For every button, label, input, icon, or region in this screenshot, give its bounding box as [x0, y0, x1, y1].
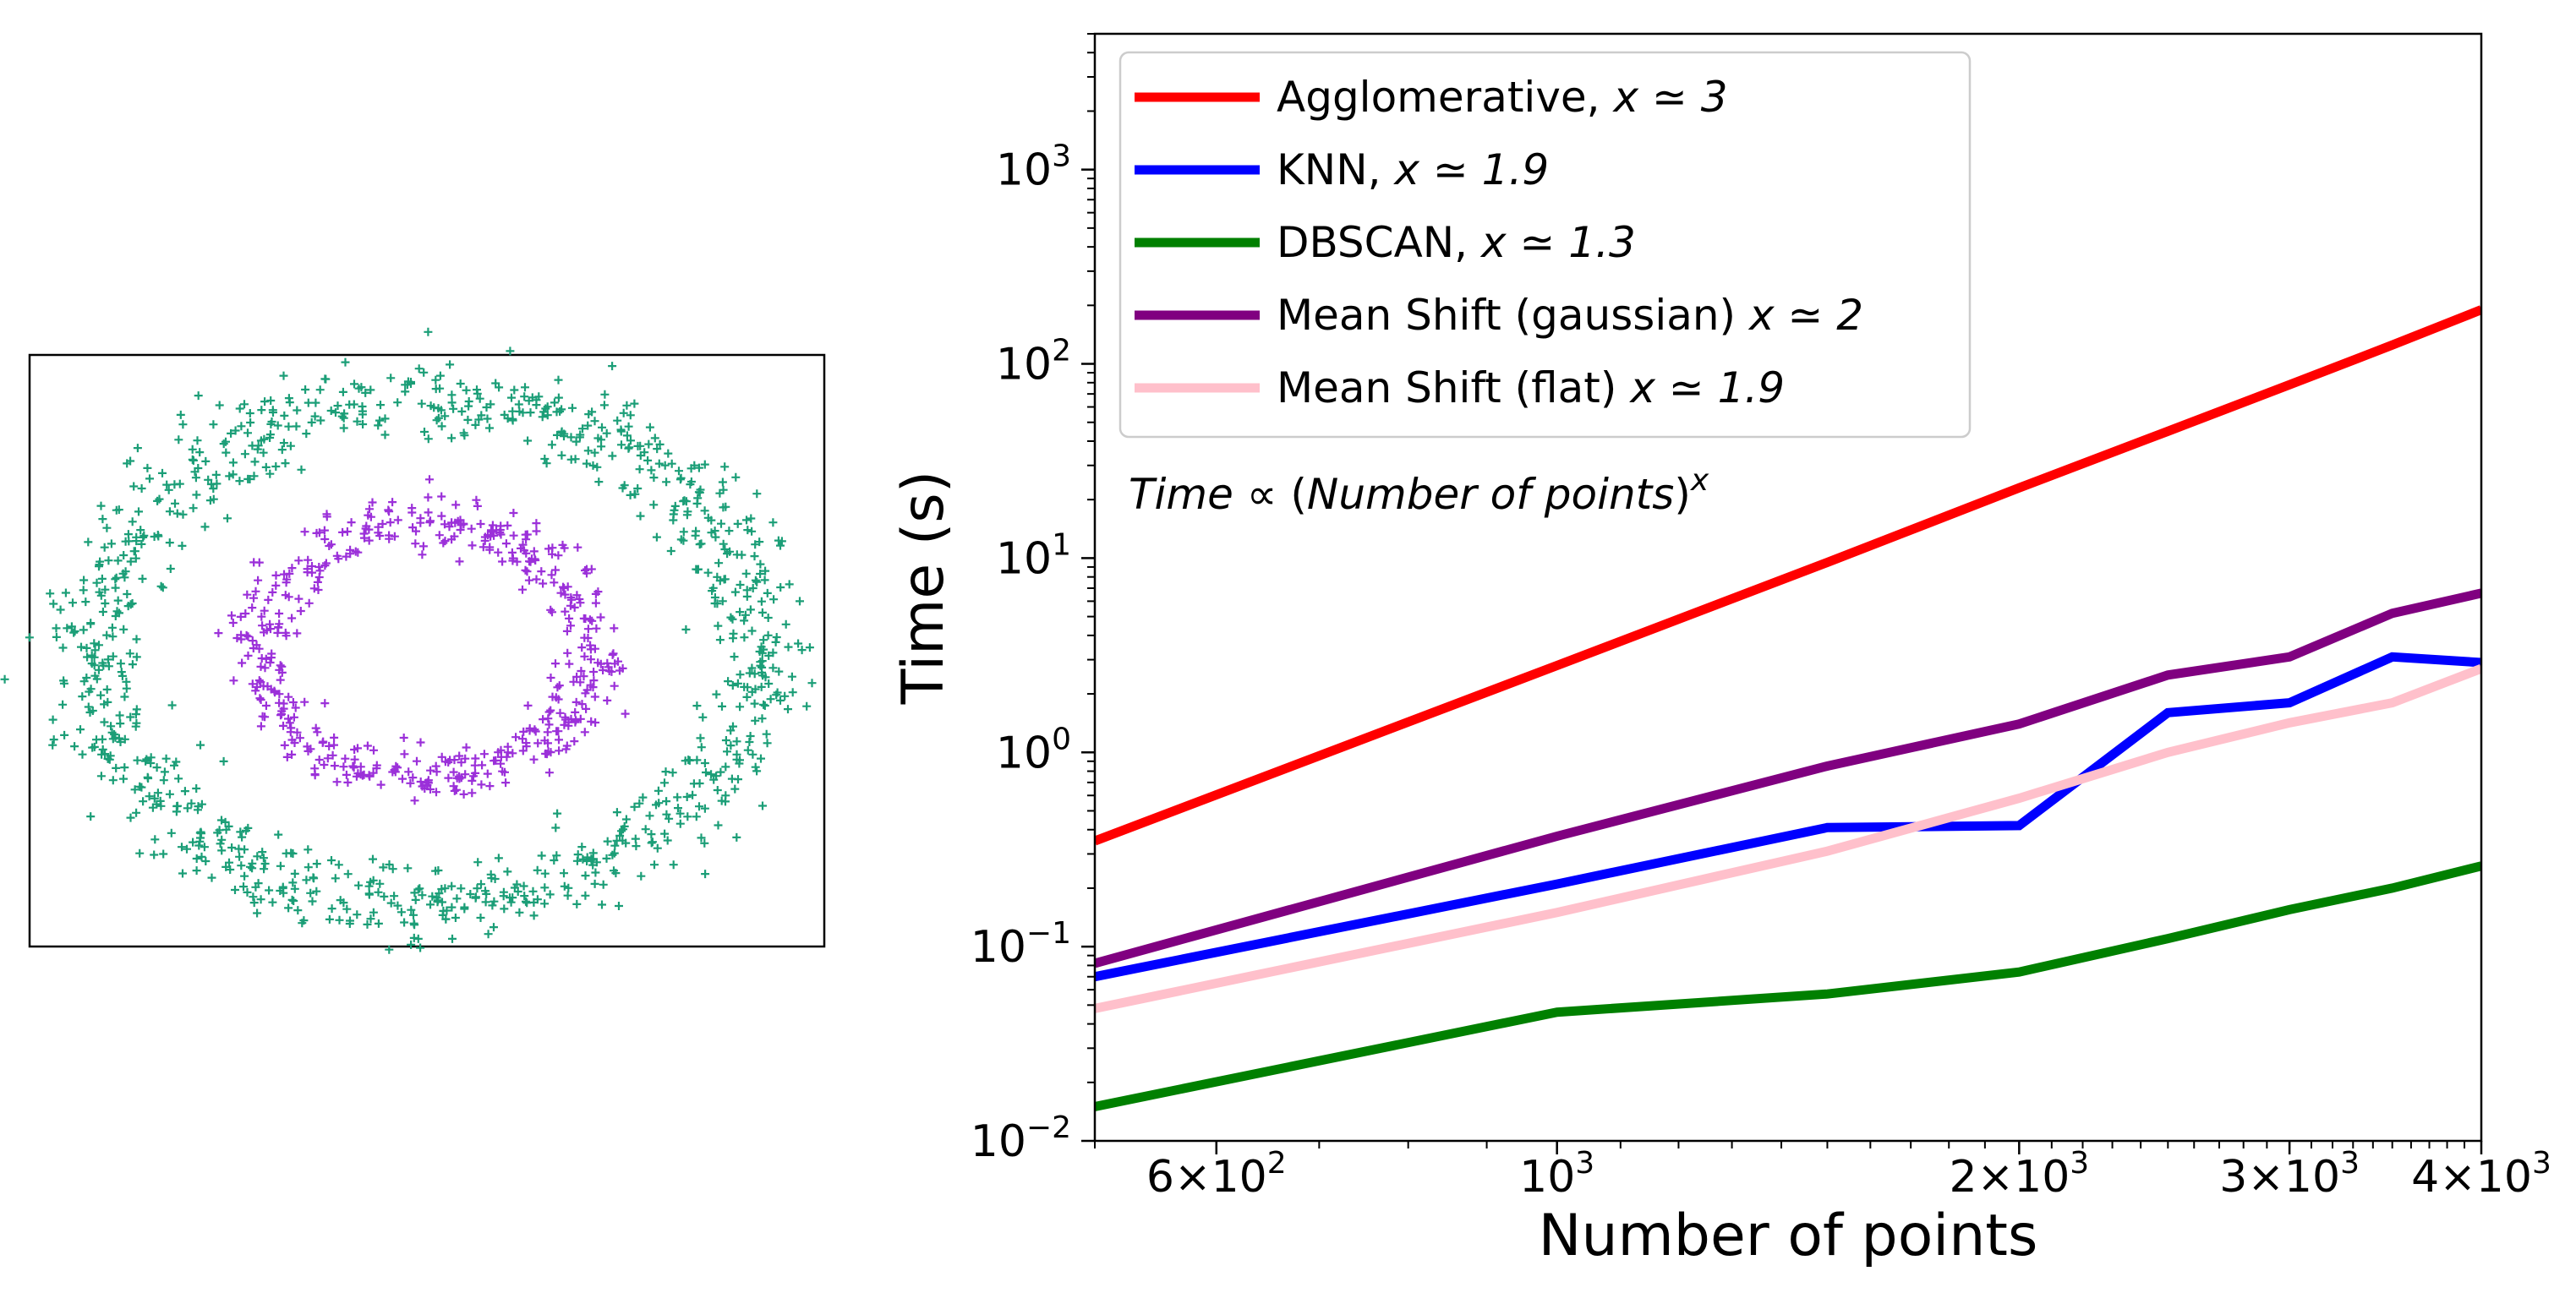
x-axis-label: Number of points: [1539, 1203, 2038, 1269]
legend-label-0: Agglomerative, x ≃ 3: [1277, 73, 1728, 122]
x-tick-label: 3×103: [2219, 1146, 2360, 1203]
x-tick-label: 103: [1519, 1146, 1594, 1203]
y-tick-label: 103: [996, 139, 1071, 196]
y-tick-exponent: 1: [1052, 527, 1071, 562]
legend-name: Mean Shift (gaussian): [1277, 291, 1749, 340]
scatter-series-inner-circle: [214, 475, 630, 805]
x-tick-base: 10: [1519, 1152, 1575, 1203]
x-tick-base: 6×10: [1146, 1152, 1267, 1203]
y-tick-label: 10−2: [971, 1110, 1071, 1167]
x-tick-exponent: 3: [2532, 1146, 2551, 1181]
scaling-annotation: Time ∝ (Number of points)x: [1129, 463, 1709, 519]
y-tick-exponent: −1: [1026, 916, 1071, 951]
y-tick-base: 10: [996, 145, 1052, 196]
x-tick-label: 6×102: [1146, 1146, 1287, 1203]
annotation-number-of-points: Number of points: [1307, 470, 1674, 519]
legend-exponent: x ≃ 1.9: [1628, 363, 1785, 412]
x-tick-label: 2×103: [1949, 1146, 2089, 1203]
series-line-2: [1095, 861, 2481, 1111]
series-line-4: [1095, 663, 2481, 1013]
scatter-frame: [28, 353, 826, 948]
y-tick-base: 10: [996, 533, 1052, 584]
legend-name: KNN,: [1277, 145, 1394, 194]
annotation-prop: ∝ (: [1233, 470, 1307, 519]
y-tick-base: 10: [996, 728, 1052, 778]
x-tick-exponent: 2: [1267, 1146, 1287, 1181]
annotation-exponent: x: [1690, 463, 1709, 498]
series-line-0: [1095, 305, 2481, 846]
series-line-1: [1095, 652, 2481, 982]
legend-exponent: x ≃ 2: [1747, 291, 1863, 340]
y-axis-label: Time (s): [890, 471, 957, 706]
legend-exponent: x ≃ 1.9: [1392, 145, 1549, 194]
legend-label-1: KNN, x ≃ 1.9: [1277, 145, 1549, 194]
legend-exponent: x ≃ 1.3: [1479, 218, 1636, 267]
x-axis-ticks: 6×102 103 2×103 3×103 4×103: [1146, 1141, 2551, 1203]
y-tick-label: 102: [996, 334, 1071, 390]
plot-frame: [1093, 32, 2483, 1143]
x-tick-base: 4×10: [2411, 1152, 2532, 1203]
x-tick-exponent: 3: [2340, 1146, 2360, 1181]
series-line-3: [1095, 588, 2481, 968]
legend-label-3: Mean Shift (gaussian) x ≃ 2: [1277, 291, 1863, 340]
legend-label-4: Mean Shift (flat) x ≃ 1.9: [1277, 363, 1785, 412]
y-tick-label: 100: [996, 722, 1071, 778]
x-tick-base: 3×10: [2219, 1152, 2340, 1203]
x-tick-base: 2×10: [1949, 1152, 2070, 1203]
x-tick-label: 4×103: [2411, 1146, 2551, 1203]
line-panel: 6×102 103 2×103 3×103 4×103 10−210−110010110…: [890, 32, 2551, 1269]
y-tick-exponent: 0: [1052, 722, 1071, 756]
y-tick-base: 10: [996, 340, 1052, 390]
y-tick-label: 10−1: [971, 916, 1071, 973]
legend-exponent: x ≃ 3: [1611, 73, 1727, 122]
legend-name: Mean Shift (flat): [1277, 363, 1630, 412]
y-tick-exponent: 3: [1052, 139, 1071, 174]
scatter-series-outer-circle: [0, 327, 817, 954]
annotation-time: Time: [1129, 470, 1233, 519]
legend-label-2: DBSCAN, x ≃ 1.3: [1277, 218, 1636, 267]
legend-name: Agglomerative,: [1277, 73, 1613, 122]
legend: Agglomerative, x ≃ 3 KNN, x ≃ 1.9 DBSCAN, …: [1118, 51, 1972, 439]
series-lines: [1095, 305, 2481, 1111]
y-tick-label: 101: [996, 527, 1071, 584]
x-tick-exponent: 3: [1575, 1146, 1594, 1181]
y-tick-exponent: −2: [1026, 1110, 1071, 1145]
x-tick-exponent: 3: [2070, 1146, 2089, 1181]
y-tick-base: 10: [971, 922, 1026, 973]
y-tick-exponent: 2: [1052, 334, 1071, 368]
annotation-rparen: ): [1674, 470, 1691, 519]
scatter-points: [0, 327, 817, 954]
legend-frame: [1118, 51, 1972, 439]
scatter-panel: [0, 327, 826, 954]
y-tick-base: 10: [971, 1116, 1026, 1167]
legend-name: DBSCAN,: [1277, 218, 1481, 267]
